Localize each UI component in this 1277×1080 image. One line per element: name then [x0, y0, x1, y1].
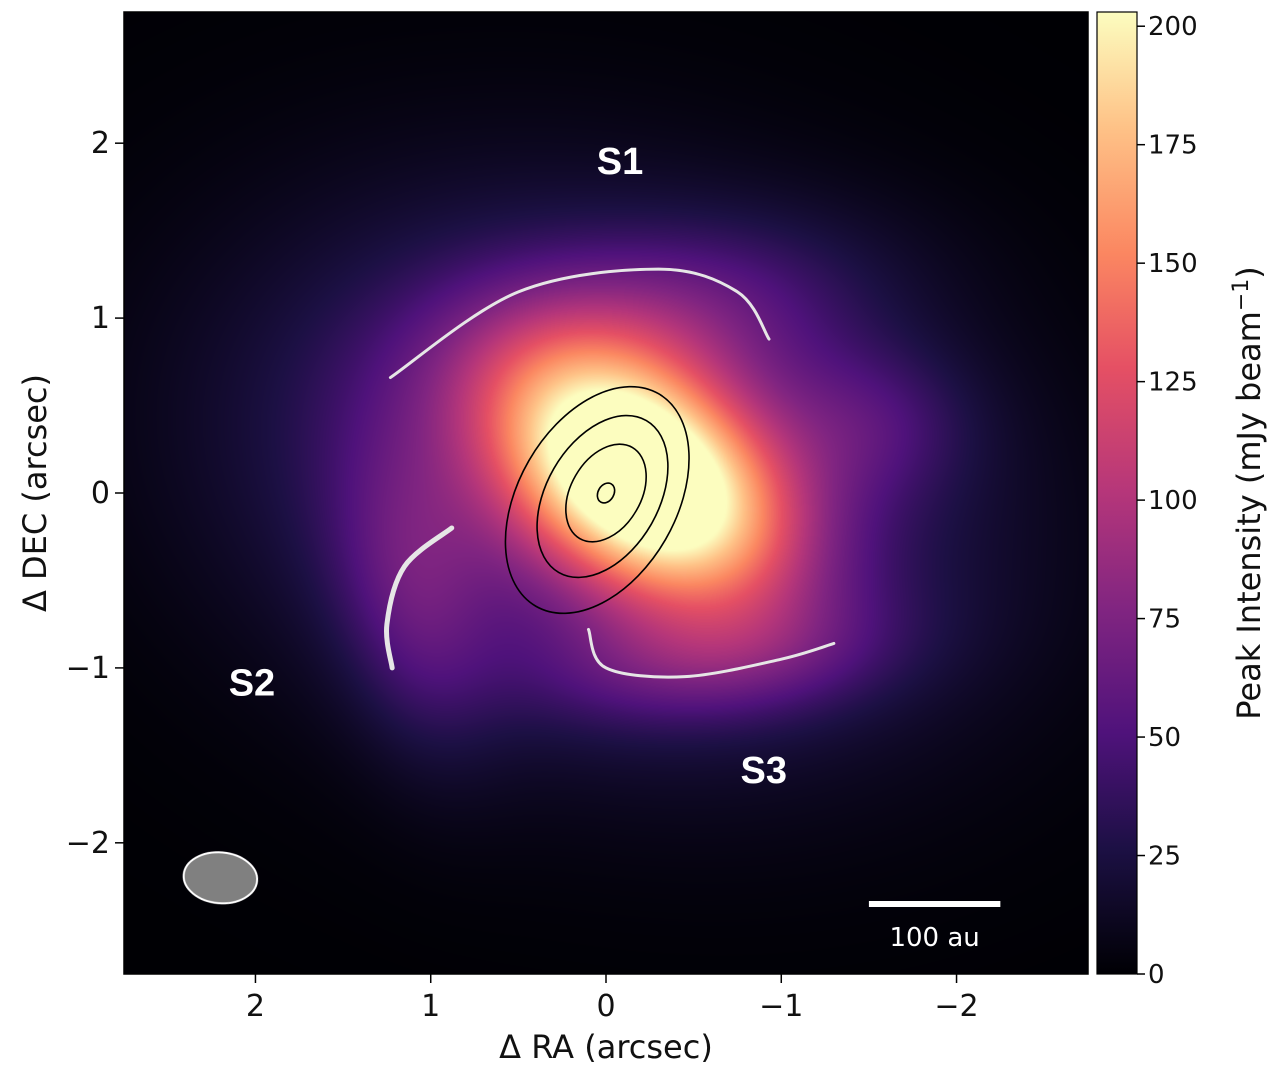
contour-ellipse [504, 385, 690, 615]
x-tick-label: −1 [759, 989, 803, 1024]
contour-ellipse [596, 482, 616, 504]
spiral-arc-s2 [384, 525, 455, 671]
beam-ellipse [182, 851, 259, 905]
y-tick-label: −2 [66, 826, 110, 861]
x-tick-label: −2 [934, 989, 978, 1024]
x-tick-label: 1 [421, 989, 440, 1024]
y-tick-label: 0 [91, 476, 110, 511]
region-label-s2: S2 [229, 662, 275, 704]
region-labels: S1 S2 S3 [229, 141, 787, 792]
colorbar-title: Peak Intensity (mJy beam−1) [1229, 266, 1268, 720]
colorbar-title-exponent: −1 [1229, 279, 1254, 311]
colorbar-tick-label: 125 [1148, 368, 1198, 398]
x-axis: 2 1 0 −1 −2 [246, 974, 979, 1024]
colorbar-ticks: 0 25 50 75 100 125 150 175 200 [1137, 12, 1198, 990]
scale-bar-label: 100 au [889, 923, 979, 953]
region-label-s1: S1 [597, 141, 643, 183]
spiral-arc-s1 [388, 267, 771, 380]
x-tick-label: 2 [246, 989, 265, 1024]
colorbar-tick-label: 25 [1148, 842, 1181, 872]
colorbar-tick-label: 175 [1148, 131, 1198, 161]
colorbar-title-text: Peak Intensity (mJy beam [1230, 311, 1268, 720]
colorbar-title-suffix: ) [1230, 266, 1268, 278]
y-axis-title: Δ DEC (arcsec) [16, 374, 54, 612]
colorbar-tick-label: 50 [1148, 723, 1181, 753]
colorbar-tick-label: 100 [1148, 486, 1198, 516]
y-tick-label: 1 [91, 301, 110, 336]
contour-ellipse [565, 443, 647, 543]
y-tick-label: −1 [66, 651, 110, 686]
contour-ellipse [536, 414, 669, 579]
spiral-arcs [384, 267, 836, 679]
heatmap-image [124, 12, 1088, 974]
x-axis-title: Δ RA (arcsec) [499, 1028, 713, 1066]
x-tick-label: 0 [596, 989, 615, 1024]
colorbar-tick-label: 150 [1148, 249, 1198, 279]
colorbar-tick-label: 200 [1148, 12, 1198, 42]
colorbar-tick-label: 0 [1148, 960, 1165, 990]
heatmap-panel: S1 S2 S3 100 au [124, 12, 1088, 974]
y-axis: 2 1 0 −1 −2 [66, 126, 124, 861]
intensity-contours [504, 385, 690, 615]
colorbar-tick-label: 75 [1148, 605, 1181, 635]
region-label-s3: S3 [741, 750, 787, 792]
y-tick-label: 2 [91, 126, 110, 161]
spiral-arc-s3 [586, 627, 836, 679]
colorbar [1096, 11, 1138, 975]
